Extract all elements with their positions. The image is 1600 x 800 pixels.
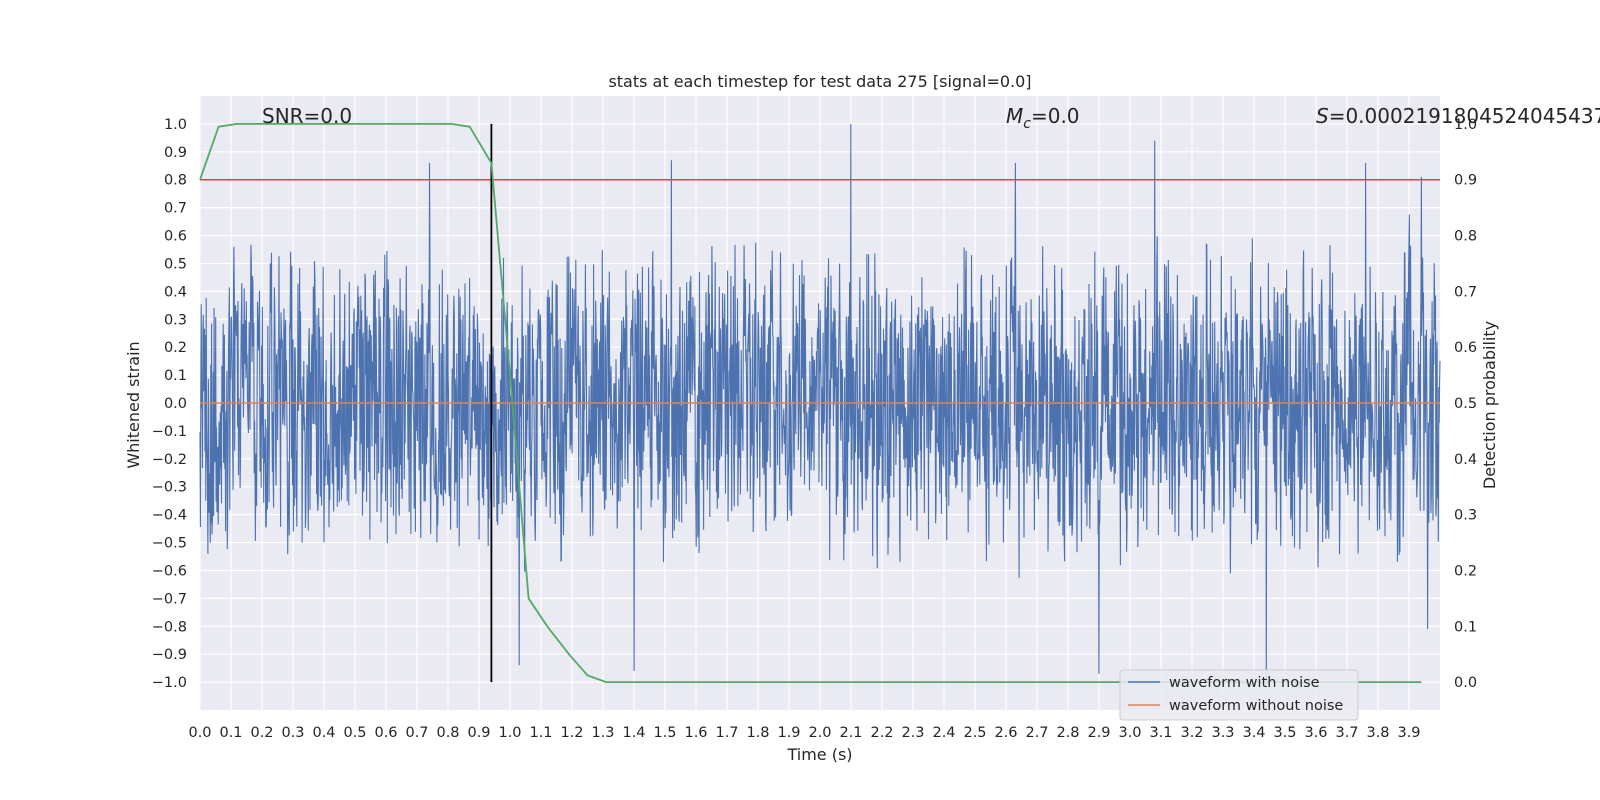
s-annotation: S=0.0002191804524045437 [1316,104,1600,128]
x-tick-label: 3.7 [1335,725,1358,741]
y-tick-label: 0.2 [164,340,187,356]
y-tick-label: −0.4 [152,508,187,524]
mc-symbol: M [1006,104,1023,128]
x-tick-label: 0.2 [250,725,273,741]
x-tick-label: 0.8 [436,725,459,741]
x-tick-label: 1.2 [560,725,583,741]
chart-title: stats at each timestep for test data 275… [608,72,1031,91]
x-tick-label: 0.7 [405,725,428,741]
y-tick-label: 0.8 [164,173,187,189]
y-tick-label: 0.7 [164,201,187,217]
x-tick-label: 0.9 [467,725,490,741]
x-tick-label: 2.0 [808,725,831,741]
x-tick-label: 2.5 [963,725,986,741]
y-tick-label: 0.6 [164,229,187,245]
y-right-tick-label: 0.1 [1454,619,1477,635]
mc-value: =0.0 [1031,104,1080,128]
x-tick-label: 2.9 [1087,725,1110,741]
x-tick-label: 1.0 [498,725,521,741]
y-tick-label: −0.2 [152,452,187,468]
y-tick-label: −0.1 [152,424,187,440]
y-tick-label: −0.8 [152,619,187,635]
x-tick-label: 3.6 [1304,725,1327,741]
noise-waveform [199,123,1441,683]
legend-label-clean: waveform without noise [1169,698,1343,714]
detection-probability-line [199,123,1422,683]
y-tick-label: −0.7 [152,591,187,607]
x-tick-label: 3.4 [1242,725,1265,741]
x-tick-label: 3.9 [1397,725,1420,741]
y-right-tick-label: 1.0 [1454,117,1477,133]
y-right-tick-label: 0.0 [1454,675,1477,691]
x-tick-label: 2.4 [932,725,955,741]
chirp-mass-annotation: Mc=0.0 [1006,104,1080,132]
x-tick-label: 1.5 [653,725,676,741]
y-tick-label: 1.0 [164,117,187,133]
y-tick-label: −0.5 [152,536,187,552]
y-right-tick-label: 0.2 [1454,563,1477,579]
x-tick-label: 0.1 [219,725,242,741]
x-tick-label: 0.5 [343,725,366,741]
y-tick-label: 0.3 [164,312,187,328]
y-right-tick-label: 0.3 [1454,508,1477,524]
s-symbol: S [1316,104,1329,128]
x-tick-label: 3.2 [1180,725,1203,741]
legend-box [1119,669,1359,721]
x-tick-label: 3.3 [1211,725,1234,741]
x-tick-label: 3.8 [1366,725,1389,741]
x-tick-label: 1.6 [684,725,707,741]
x-tick-label: 2.2 [870,725,893,741]
y-right-tick-label: 0.4 [1454,452,1477,468]
x-tick-label: 1.3 [591,725,614,741]
x-tick-label: 1.7 [715,725,738,741]
y-right-tick-label: 0.9 [1454,173,1477,189]
y-tick-label: −0.6 [152,563,187,579]
mc-subscript: c [1023,116,1031,132]
x-tick-label: 2.8 [1056,725,1079,741]
x-tick-label: 2.1 [839,725,862,741]
x-tick-label: 1.9 [777,725,800,741]
y-tick-label: 0.5 [164,256,187,272]
y-right-tick-label: 0.8 [1454,229,1477,245]
y-tick-label: 0.0 [164,396,187,412]
x-tick-label: 3.5 [1273,725,1296,741]
y-tick-label: −0.9 [152,647,187,663]
x-tick-label: 0.6 [374,725,397,741]
y-right-tick-label: 0.5 [1454,396,1477,412]
x-axis-label: Time (s) [786,745,852,764]
legend: waveform with noise waveform without noi… [1119,669,1359,721]
y-tick-label: 0.4 [164,284,187,300]
snr-annotation: SNR=0.0 [262,104,352,128]
s-value: =0.0002191804524045437 [1329,104,1600,128]
noise-series-line [199,123,1441,683]
x-tick-label: 0.4 [312,725,335,741]
y-right-tick-label: 0.7 [1454,284,1477,300]
x-tick-label: 1.8 [746,725,769,741]
y-tick-label: 0.9 [164,145,187,161]
x-tick-label: 0.0 [188,725,211,741]
legend-label-noise: waveform with noise [1169,675,1320,691]
y-axis-right-label: Detection probability [1480,321,1499,489]
x-tick-label: 0.3 [281,725,304,741]
y-tick-label: 0.1 [164,368,187,384]
x-tick-label: 2.6 [994,725,1017,741]
y-axis-label: Whitened strain [124,341,143,468]
x-tick-label: 3.1 [1149,725,1172,741]
x-tick-label: 2.7 [1025,725,1048,741]
y-right-tick-label: 0.6 [1454,340,1477,356]
y-tick-label: −0.3 [152,480,187,496]
x-tick-label: 1.4 [622,725,645,741]
y-tick-label: −1.0 [152,675,187,691]
x-tick-label: 1.1 [529,725,552,741]
x-tick-label: 3.0 [1118,725,1141,741]
x-tick-label: 2.3 [901,725,924,741]
